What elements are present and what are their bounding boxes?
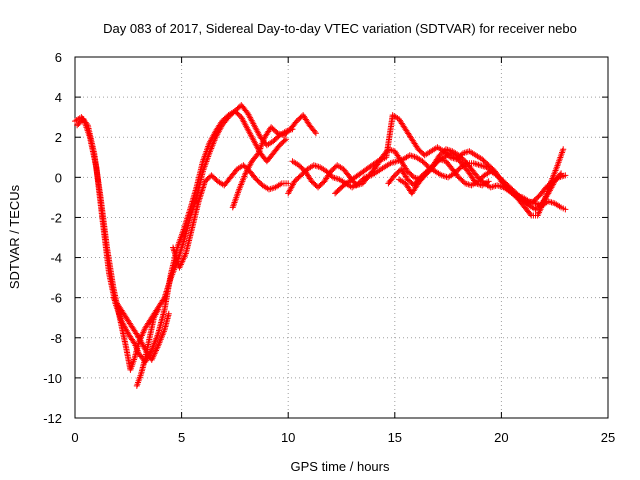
series-track-c: [110, 294, 172, 363]
data-point: [527, 211, 534, 218]
y-tick-label: 0: [55, 170, 62, 185]
data-point: [546, 198, 553, 205]
data-point: [408, 152, 415, 159]
data-point: [267, 185, 274, 192]
series-track-b: [74, 108, 290, 365]
y-tick-label: -8: [50, 331, 62, 346]
plot-frame: [74, 56, 609, 419]
data-point: [312, 162, 319, 169]
data-point: [485, 178, 492, 185]
data-point: [311, 128, 318, 135]
data-point: [475, 161, 482, 168]
x-tick-label: 0: [71, 430, 78, 445]
x-axis-label: GPS time / hours: [291, 459, 390, 474]
series-track-g: [285, 146, 567, 219]
y-tick-label: -12: [43, 411, 62, 426]
series-track-i: [332, 112, 569, 207]
data-point: [562, 206, 569, 213]
data-point: [312, 130, 319, 137]
data-point: [560, 146, 567, 153]
data-points: [72, 102, 569, 389]
data-point: [281, 137, 288, 144]
data-point: [473, 161, 480, 168]
data-point: [283, 136, 290, 143]
data-point: [464, 148, 471, 155]
data-point: [477, 162, 484, 169]
x-tick-label: 15: [388, 430, 402, 445]
series-track-h: [289, 146, 565, 213]
series-track-d: [133, 306, 162, 389]
series-track-k: [396, 150, 492, 197]
series-track-f: [229, 112, 319, 211]
grid-lines: [75, 57, 608, 418]
data-point: [285, 180, 292, 187]
data-point: [165, 310, 172, 317]
y-tick-label: 4: [55, 90, 62, 105]
data-point: [443, 173, 450, 180]
data-point: [494, 182, 501, 189]
data-point: [130, 339, 137, 346]
data-point: [373, 159, 380, 166]
data-point: [478, 162, 485, 169]
data-point: [489, 183, 496, 190]
data-point: [562, 172, 569, 179]
y-tick-label: -10: [43, 371, 62, 386]
data-point: [155, 306, 162, 313]
axis-ticks: 0 5 10 15 20 25 -12 -10 -8 -6 -4 -2 0 2 4 6: [43, 50, 615, 445]
y-tick-label: -4: [50, 251, 62, 266]
data-point: [490, 183, 497, 190]
series-track-e: [170, 162, 292, 271]
data-point: [558, 170, 565, 177]
x-tick-label: 20: [494, 430, 508, 445]
x-tick-label: 10: [281, 430, 295, 445]
y-tick-label: -6: [50, 291, 62, 306]
chart-title: Day 083 of 2017, Sidereal Day-to-day VTE…: [103, 21, 577, 36]
x-tick-label: 25: [601, 430, 615, 445]
data-point: [472, 160, 479, 167]
x-tick-label: 5: [178, 430, 185, 445]
y-tick-label: 2: [55, 130, 62, 145]
y-tick-label: 6: [55, 50, 62, 65]
y-axis-label: SDTVAR / TECUs: [7, 184, 22, 289]
data-point: [466, 181, 473, 188]
y-tick-label: -2: [50, 210, 62, 225]
